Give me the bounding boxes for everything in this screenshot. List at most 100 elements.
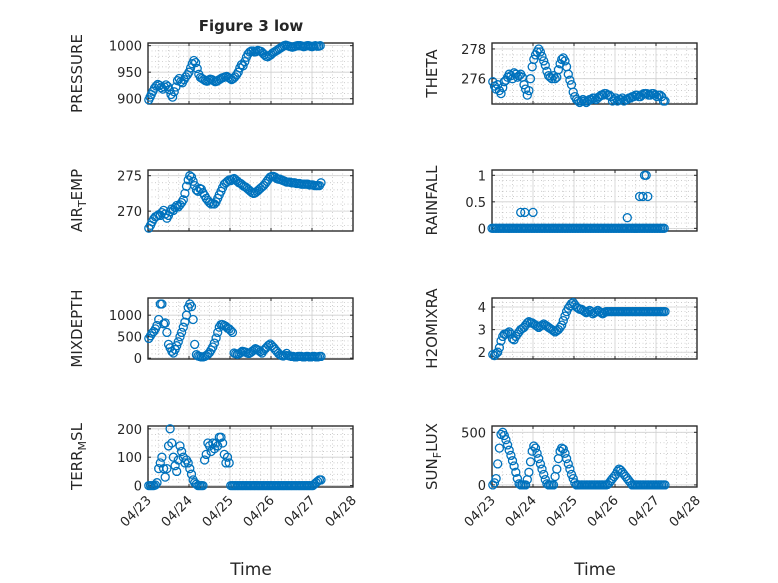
series-markers	[488, 44, 670, 108]
data-point	[519, 80, 529, 90]
data-point	[493, 459, 503, 469]
y-axis-label: SUNFLUX	[423, 423, 444, 490]
data-point	[238, 61, 248, 71]
data-point	[188, 314, 198, 325]
series-markers	[144, 299, 326, 362]
y-axis-label: PRESSURE	[68, 34, 86, 113]
data-point	[524, 467, 534, 477]
series-markers	[488, 427, 670, 490]
data-point	[499, 430, 509, 441]
subplot-3: 270 275 AIRTEMP	[68, 169, 354, 233]
y-tick-label: 500	[461, 426, 486, 441]
data-point	[208, 438, 218, 448]
data-point	[532, 448, 542, 458]
data-point	[233, 67, 243, 77]
x-axis-label-right: Time	[573, 560, 616, 580]
data-point	[537, 464, 547, 474]
data-point	[537, 320, 547, 330]
data-point	[534, 453, 544, 464]
data-point	[178, 322, 188, 332]
data-point	[561, 453, 572, 464]
data-point	[550, 74, 560, 84]
data-point	[188, 176, 198, 186]
data-point	[530, 443, 541, 453]
data-point	[189, 55, 199, 66]
data-point	[156, 82, 166, 93]
data-point	[249, 345, 259, 355]
data-point	[169, 87, 179, 97]
data-point	[204, 197, 215, 208]
data-point	[263, 340, 274, 350]
data-point	[208, 76, 219, 86]
data-point	[496, 88, 506, 99]
data-point	[172, 466, 182, 477]
data-point	[172, 200, 182, 211]
y-axis-label: MIXDEPTH	[68, 289, 86, 367]
data-point	[315, 41, 325, 51]
data-point	[560, 56, 570, 66]
data-point	[152, 478, 162, 488]
data-point	[159, 82, 170, 92]
data-point	[157, 452, 167, 462]
y-axis-label: RAINFALL	[423, 165, 441, 236]
data-point	[173, 337, 183, 347]
y-tick-label: 900	[117, 93, 142, 108]
data-point	[650, 90, 660, 100]
data-point	[222, 452, 233, 462]
y-tick-label: 1000	[109, 309, 142, 324]
y-tick-label: 500	[117, 331, 142, 346]
data-point	[516, 207, 526, 218]
subplot-5: 0 500 1000 MIXDEPTH	[68, 289, 354, 368]
data-point	[219, 449, 229, 460]
axes-border	[147, 169, 354, 232]
data-point	[524, 85, 534, 96]
axes-border	[147, 297, 354, 360]
y-tick-label: 1000	[109, 40, 142, 55]
data-point	[557, 320, 567, 330]
x-tick-label: 04/24	[503, 493, 540, 530]
data-point	[199, 455, 210, 465]
series-markers	[488, 297, 670, 361]
series-markers	[144, 424, 326, 491]
data-point	[230, 72, 240, 82]
data-point	[167, 438, 177, 448]
data-point	[552, 464, 562, 474]
data-point	[643, 191, 653, 202]
x-tick-label: 04/24	[159, 493, 196, 530]
data-point	[638, 191, 648, 202]
data-point	[178, 195, 188, 205]
y-tick-label: 0.5	[465, 196, 486, 211]
data-point	[175, 332, 185, 342]
data-point	[528, 207, 538, 218]
x-tick-label: 04/28	[323, 493, 360, 530]
data-point	[185, 299, 195, 309]
data-point	[563, 459, 573, 469]
data-point	[488, 77, 498, 87]
data-point	[171, 82, 181, 92]
data-point	[185, 463, 195, 474]
data-point	[185, 63, 196, 73]
x-axis-label-left: Time	[229, 560, 272, 580]
axes-border	[147, 42, 354, 105]
axes-box	[491, 169, 698, 232]
data-point	[659, 223, 669, 233]
data-point	[509, 461, 519, 471]
data-point	[190, 339, 200, 350]
data-point	[160, 472, 170, 482]
data-point	[537, 51, 547, 62]
data-point	[660, 96, 670, 106]
axes-border	[491, 42, 698, 105]
data-point	[168, 452, 179, 462]
data-point	[489, 478, 500, 488]
y-tick-label: 950	[117, 66, 142, 81]
data-point	[201, 449, 211, 460]
data-point	[507, 456, 518, 466]
data-point	[165, 424, 175, 434]
y-tick-label: 276	[461, 73, 486, 88]
y-tick-label: 1	[478, 169, 486, 184]
data-point	[211, 333, 221, 343]
y-tick-label: 2	[478, 346, 486, 361]
series-markers	[487, 170, 669, 233]
data-point	[520, 480, 531, 490]
